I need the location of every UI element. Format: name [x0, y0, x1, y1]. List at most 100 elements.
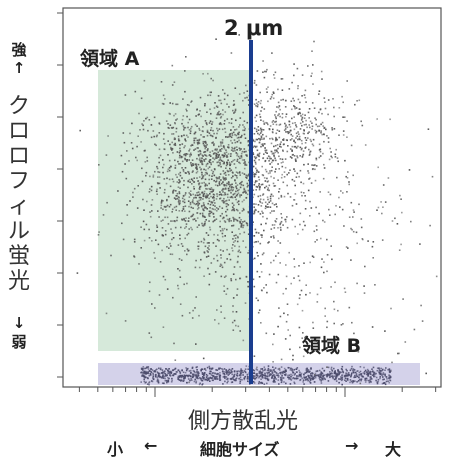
data-point: [184, 126, 187, 129]
data-point: [280, 373, 282, 375]
data-point: [274, 121, 276, 123]
data-point: [283, 176, 286, 178]
data-point: [200, 205, 203, 208]
data-point: [241, 150, 244, 153]
data-point: [334, 156, 337, 158]
data-point: [348, 306, 351, 309]
data-point: [225, 214, 228, 217]
data-point: [191, 171, 194, 173]
data-point: [303, 348, 306, 350]
data-point: [382, 184, 385, 186]
data-point: [148, 332, 151, 334]
data-point: [264, 151, 267, 154]
data-point: [302, 220, 305, 223]
data-point: [291, 135, 294, 137]
data-point: [309, 215, 311, 217]
data-point: [293, 99, 295, 102]
data-point: [257, 153, 259, 156]
data-point: [211, 142, 213, 144]
data-point: [150, 380, 153, 382]
data-point: [273, 145, 275, 148]
data-point: [126, 150, 128, 152]
data-point: [295, 371, 298, 373]
data-point: [254, 146, 257, 149]
data-point: [263, 383, 266, 385]
data-point: [233, 319, 236, 322]
data-point: [319, 150, 322, 153]
data-point: [291, 145, 294, 148]
data-point: [291, 117, 293, 120]
data-point: [255, 209, 257, 211]
data-point: [367, 240, 369, 242]
data-points: [76, 34, 438, 386]
data-point: [202, 195, 205, 197]
data-point: [273, 185, 276, 187]
data-point: [247, 380, 249, 382]
data-point: [268, 371, 270, 374]
data-point: [243, 159, 246, 161]
data-point: [347, 171, 349, 173]
data-point: [294, 145, 297, 148]
data-point: [269, 170, 271, 172]
data-point: [325, 128, 327, 131]
data-point: [143, 380, 146, 383]
data-point: [207, 267, 209, 270]
data-point: [160, 201, 163, 203]
data-point: [273, 154, 275, 157]
data-point: [259, 102, 262, 105]
data-point: [384, 330, 386, 332]
data-point: [241, 210, 244, 212]
data-point: [200, 368, 202, 371]
data-point: [218, 374, 220, 376]
data-point: [303, 377, 306, 379]
data-point: [184, 192, 187, 194]
data-point: [239, 196, 241, 198]
data-point: [280, 141, 282, 143]
data-point: [264, 207, 267, 210]
data-point: [247, 174, 250, 176]
data-point: [192, 213, 195, 216]
data-point: [375, 372, 377, 375]
data-point: [239, 376, 242, 378]
data-point: [191, 379, 193, 381]
data-point: [242, 124, 244, 126]
data-point: [272, 97, 275, 100]
data-point: [277, 373, 279, 375]
data-point: [234, 87, 237, 89]
data-point: [223, 152, 226, 154]
data-point: [234, 245, 236, 247]
data-point: [188, 228, 190, 230]
data-point: [312, 138, 315, 141]
data-point: [320, 266, 323, 269]
data-point: [206, 208, 208, 210]
data-point: [233, 209, 236, 212]
data-point: [330, 375, 332, 378]
data-point: [326, 366, 328, 368]
data-point: [295, 132, 298, 135]
data-point: [272, 259, 275, 262]
data-point: [258, 188, 261, 191]
data-point: [178, 269, 181, 272]
data-point: [174, 113, 177, 115]
data-point: [218, 184, 221, 186]
data-point: [189, 155, 191, 158]
data-point: [211, 123, 213, 125]
data-point: [366, 373, 368, 376]
data-point: [354, 374, 356, 377]
data-point: [220, 165, 222, 168]
data-point: [305, 101, 307, 103]
data-point: [166, 216, 169, 219]
data-point: [169, 102, 171, 104]
data-point: [210, 187, 213, 189]
data-point: [192, 373, 194, 375]
data-point: [236, 149, 238, 151]
data-point: [197, 372, 199, 375]
data-point: [235, 182, 237, 184]
data-point: [200, 379, 202, 381]
data-point: [292, 377, 294, 380]
data-point: [299, 212, 302, 215]
data-point: [236, 374, 238, 376]
data-point: [315, 132, 317, 134]
data-point: [242, 191, 244, 194]
data-point: [216, 369, 219, 371]
